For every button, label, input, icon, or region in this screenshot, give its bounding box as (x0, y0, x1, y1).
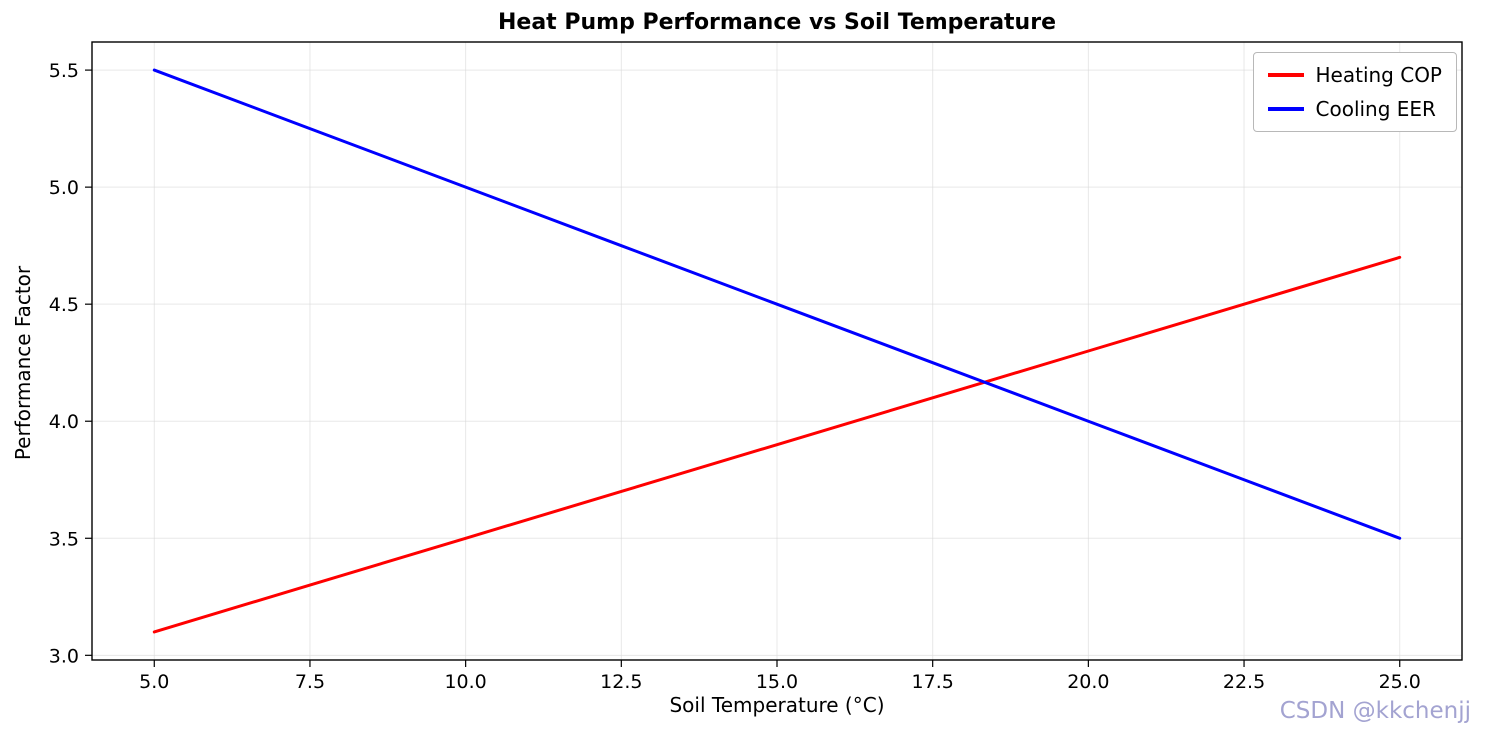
x-tick-label: 22.5 (1223, 671, 1265, 693)
y-tick-label: 3.5 (49, 528, 79, 550)
y-tick-label: 4.5 (49, 294, 79, 316)
y-axis-label: Performance Factor (11, 265, 35, 461)
cooling-eer-line (152, 68, 1402, 540)
heating-cop-swatch (1267, 73, 1304, 77)
y-tick-label: 3.0 (49, 645, 79, 667)
x-tick-label: 5.0 (139, 671, 169, 693)
x-tick-label: 17.5 (912, 671, 954, 693)
y-tick-label: 5.0 (49, 177, 79, 199)
watermark: CSDN @kkchenjj (1279, 698, 1471, 724)
legend-label-cooling-eer: Cooling EER (1315, 97, 1436, 121)
chart-title: Heat Pump Performance vs Soil Temperatur… (498, 10, 1056, 35)
y-tick-label: 4.0 (49, 411, 79, 433)
legend: Heating COP Cooling EER (1252, 52, 1457, 132)
legend-item-heating-cop: Heating COP (1267, 63, 1443, 87)
x-tick-label: 12.5 (600, 671, 642, 693)
x-tick-label: 25.0 (1379, 671, 1421, 693)
y-tick-label: 5.5 (49, 60, 79, 82)
x-tick-label: 10.0 (444, 671, 486, 693)
x-tick-label: 7.5 (295, 671, 325, 693)
heating-cop-line (152, 255, 1402, 634)
x-tick-label: 15.0 (756, 671, 798, 693)
legend-item-cooling-eer: Cooling EER (1267, 97, 1443, 121)
cooling-eer-swatch (1267, 107, 1304, 111)
legend-label-heating-cop: Heating COP (1315, 63, 1443, 87)
x-axis-label: Soil Temperature (°C) (669, 693, 885, 717)
x-tick-label: 20.0 (1067, 671, 1109, 693)
